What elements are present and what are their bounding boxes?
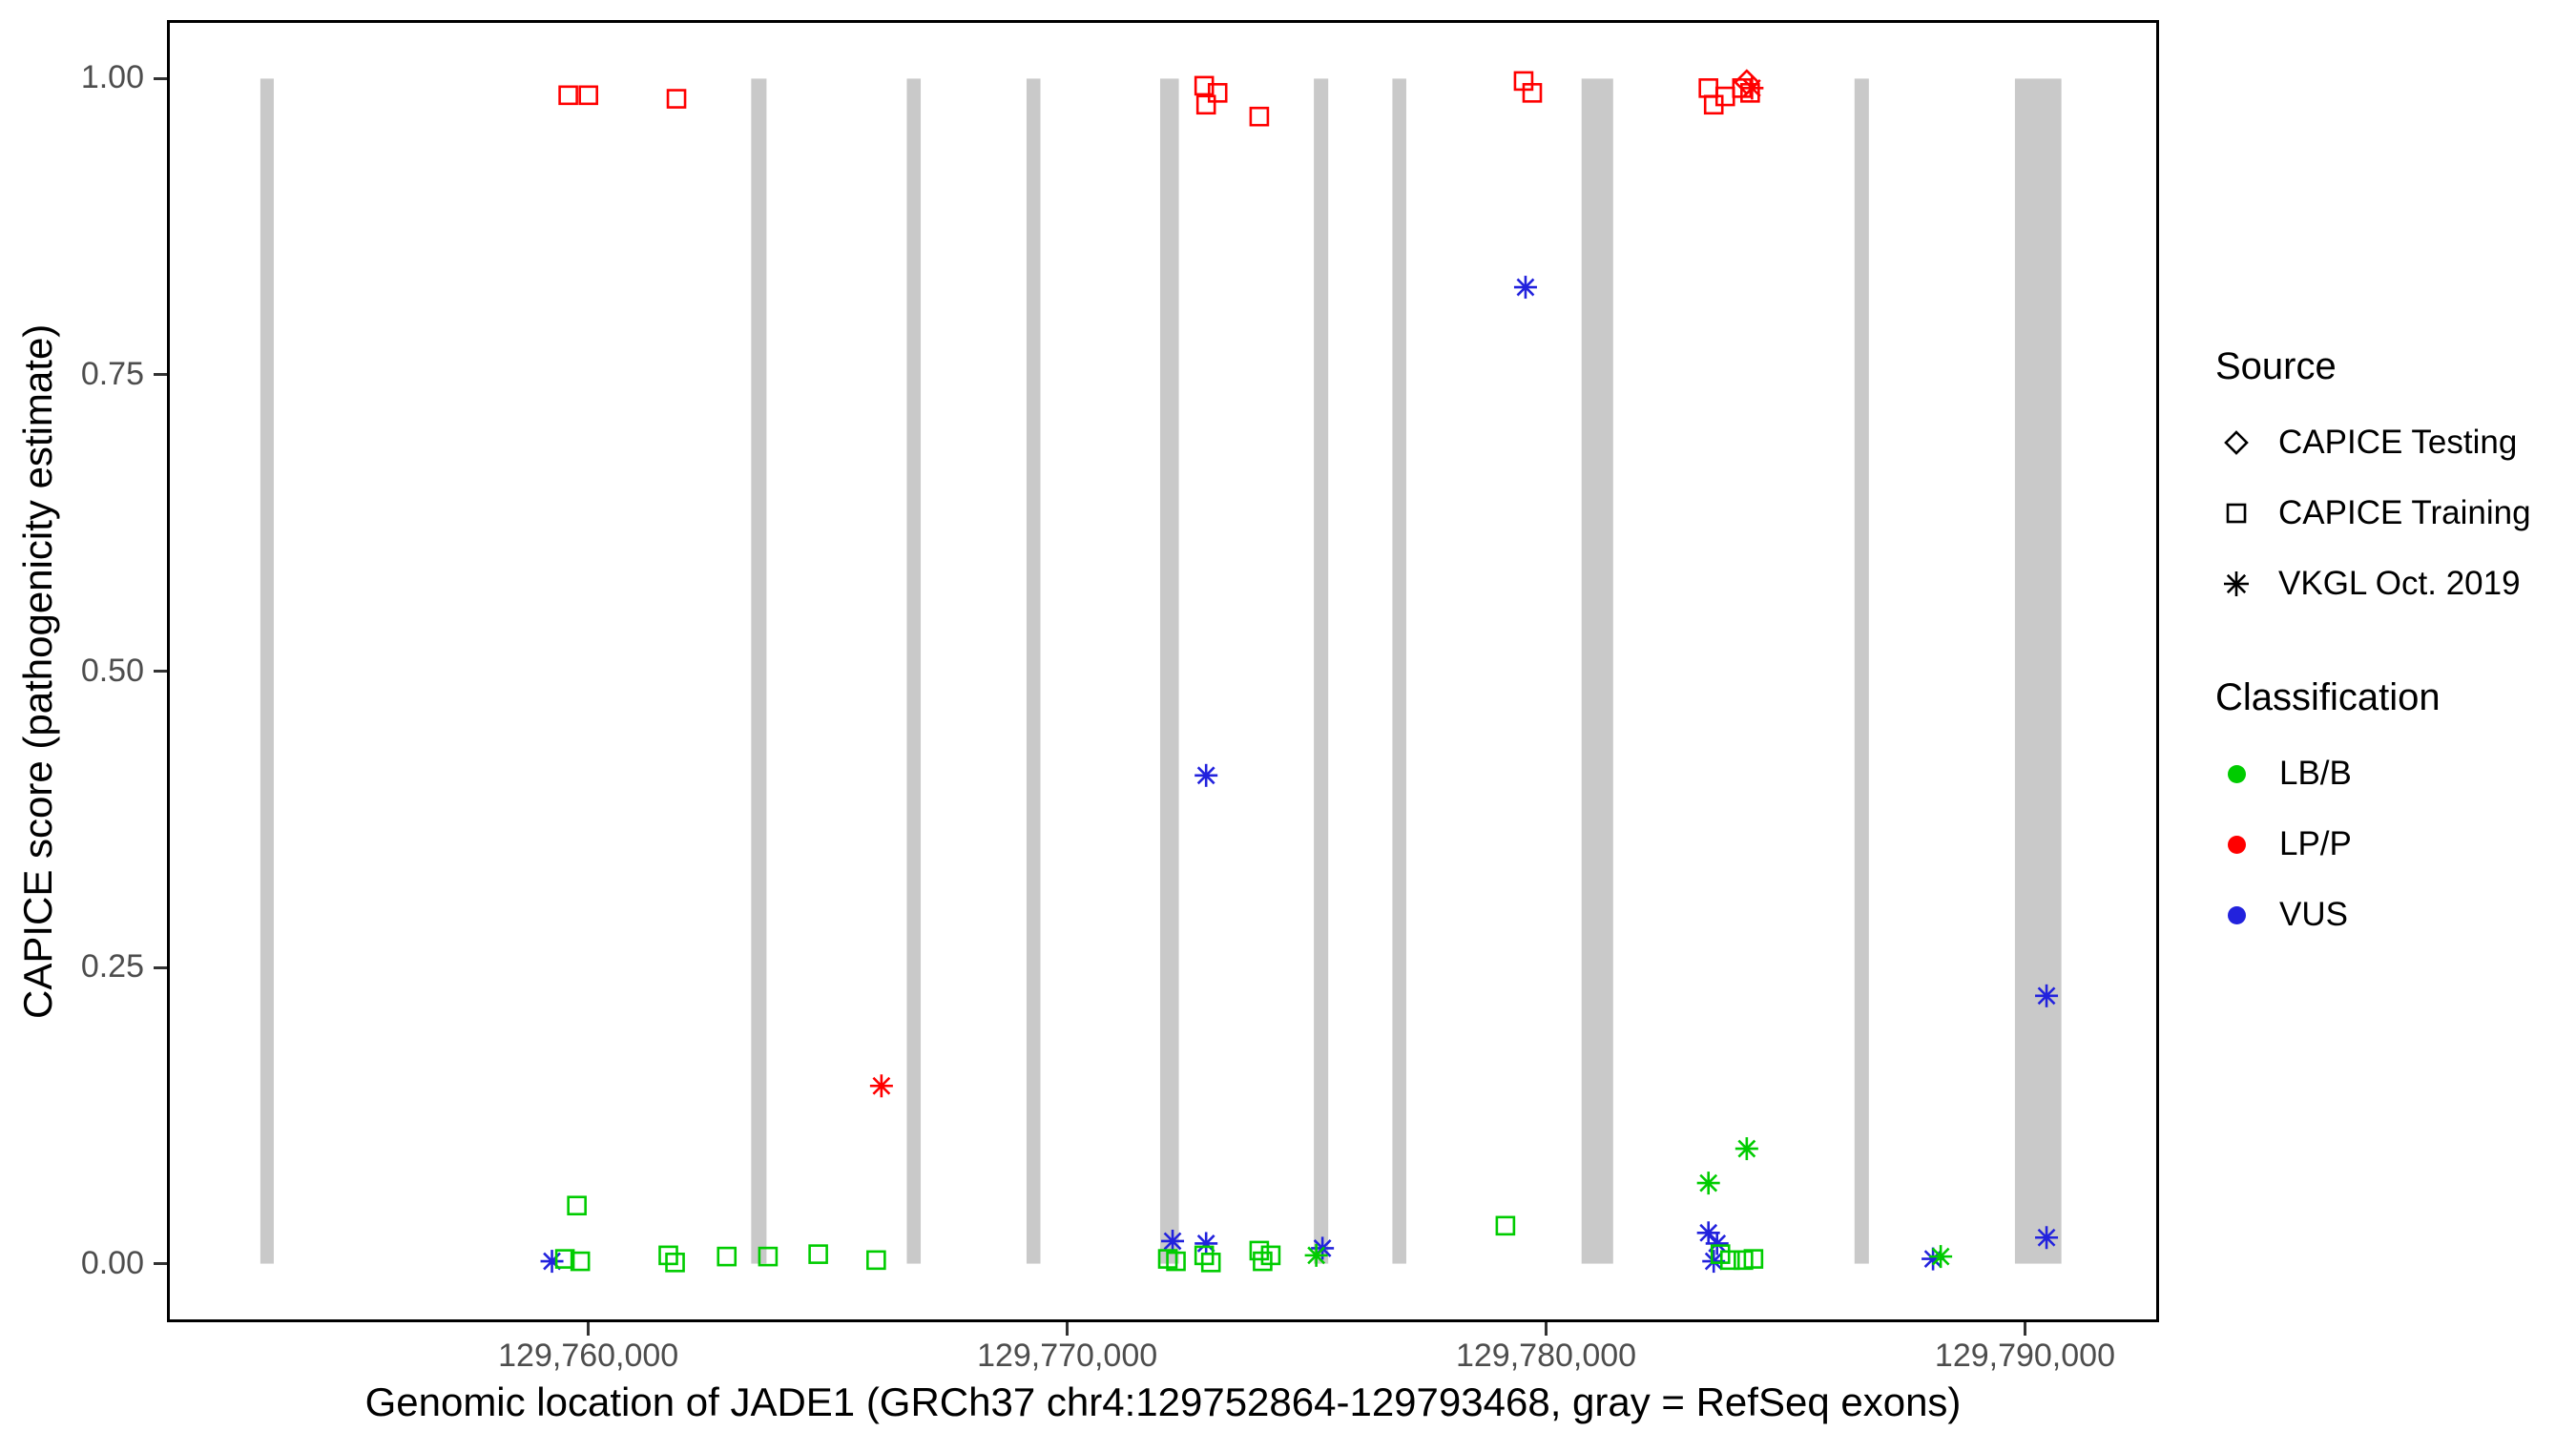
data-point	[558, 85, 578, 106]
exon-bar	[2014, 78, 2062, 1264]
legend-item-label: CAPICE Training	[2278, 494, 2531, 531]
legend-item-label: VKGL Oct. 2019	[2278, 565, 2521, 602]
legend-item-label: LB/B	[2279, 755, 2352, 792]
x-tick-mark	[587, 1322, 591, 1336]
data-point	[666, 89, 687, 109]
legend-item-label: VUS	[2279, 896, 2348, 933]
exon-bar	[1314, 78, 1329, 1264]
x-tick-label: 129,790,000	[1934, 1338, 2115, 1374]
data-point	[717, 1246, 737, 1267]
y-tick-label: 1.00	[80, 59, 144, 96]
x-tick-mark	[1066, 1322, 1070, 1336]
x-tick-label: 129,770,000	[977, 1338, 1158, 1374]
data-point	[1194, 75, 1215, 96]
data-point	[1207, 83, 1228, 103]
y-tick-label: 0.50	[80, 652, 144, 689]
y-tick-label: 0.75	[80, 355, 144, 392]
data-point	[540, 1250, 564, 1274]
data-point	[1260, 1245, 1281, 1266]
x-tick-label: 129,780,000	[1455, 1338, 1637, 1374]
legend-item-lbb: LB/B	[2215, 738, 2570, 809]
data-point	[869, 1074, 893, 1098]
exon-bar	[260, 78, 274, 1264]
x-tick-mark	[2023, 1322, 2026, 1336]
data-point	[567, 1195, 587, 1216]
legend: Source CAPICE Testing CAPICE Training	[2215, 345, 2570, 950]
x-tick-mark	[1545, 1322, 1548, 1336]
data-point	[1195, 94, 1216, 115]
data-point	[1719, 1250, 1740, 1271]
exon-bar	[906, 78, 922, 1264]
exon-bar	[1392, 78, 1406, 1264]
data-point	[1735, 1137, 1758, 1161]
data-point	[866, 1250, 886, 1271]
green-dot-icon	[2228, 764, 2246, 783]
plot-panel	[167, 20, 2159, 1322]
data-point	[570, 1251, 591, 1272]
data-point	[1495, 1215, 1516, 1236]
legend-gap	[2215, 619, 2570, 676]
data-point	[1734, 1250, 1754, 1271]
legend-item-vus: VUS	[2215, 880, 2570, 950]
legend-item-lpp: LP/P	[2215, 809, 2570, 880]
y-tick-label: 0.00	[80, 1244, 144, 1281]
data-point	[1698, 78, 1718, 98]
y-tick-mark	[154, 1262, 167, 1266]
data-point	[1166, 1251, 1186, 1272]
data-point	[1195, 1232, 1218, 1255]
data-point	[1200, 1253, 1221, 1273]
data-point	[665, 1253, 685, 1273]
y-tick-mark	[154, 670, 167, 673]
legend-item-vkgl: VKGL Oct. 2019	[2215, 549, 2570, 619]
data-point	[2035, 984, 2059, 1007]
data-point	[1194, 1245, 1215, 1266]
data-point	[1304, 1243, 1328, 1267]
data-point	[1702, 1250, 1726, 1274]
data-point	[1161, 1229, 1185, 1253]
data-point	[1696, 1172, 1720, 1195]
legend-classification-title: Classification	[2215, 676, 2441, 718]
y-tick-mark	[154, 965, 167, 969]
y-tick-mark	[154, 373, 167, 377]
x-axis-title: Genomic location of JADE1 (GRCh37 chr4:1…	[364, 1379, 1962, 1424]
red-dot-icon	[2228, 835, 2246, 854]
data-point	[1513, 276, 1537, 300]
data-point	[1740, 83, 1760, 103]
data-point	[1522, 83, 1543, 103]
legend-item-capice-testing: CAPICE Testing	[2215, 407, 2570, 478]
data-point	[1195, 763, 1218, 787]
data-point	[1249, 106, 1270, 127]
legend-source-title: Source	[2215, 345, 2337, 387]
diamond-icon	[2224, 430, 2249, 455]
data-point	[1249, 1240, 1270, 1261]
data-point	[554, 1249, 575, 1269]
data-point	[758, 1246, 779, 1267]
data-point	[808, 1244, 828, 1264]
data-point	[658, 1245, 678, 1266]
x-tick-label: 129,760,000	[498, 1338, 679, 1374]
y-tick-label: 0.25	[80, 948, 144, 985]
square-icon	[2226, 503, 2247, 524]
exon-bar	[1026, 78, 1041, 1264]
data-point	[2035, 1226, 2059, 1250]
exon-bar	[1854, 78, 1869, 1264]
data-point	[1740, 76, 1764, 100]
blue-dot-icon	[2228, 905, 2246, 924]
asterisk-icon	[2224, 571, 2249, 596]
legend-item-capice-training: CAPICE Training	[2215, 478, 2570, 549]
legend-item-label: CAPICE Testing	[2278, 424, 2518, 461]
plot-canvas	[260, 69, 2062, 1274]
data-point	[1743, 1249, 1764, 1269]
exon-bar	[1581, 78, 1613, 1264]
exon-bar	[1159, 78, 1179, 1264]
exon-bar	[751, 78, 767, 1264]
data-point	[578, 85, 598, 106]
y-tick-mark	[154, 76, 167, 80]
legend-item-label: LP/P	[2279, 825, 2352, 862]
data-point	[1929, 1245, 1953, 1269]
